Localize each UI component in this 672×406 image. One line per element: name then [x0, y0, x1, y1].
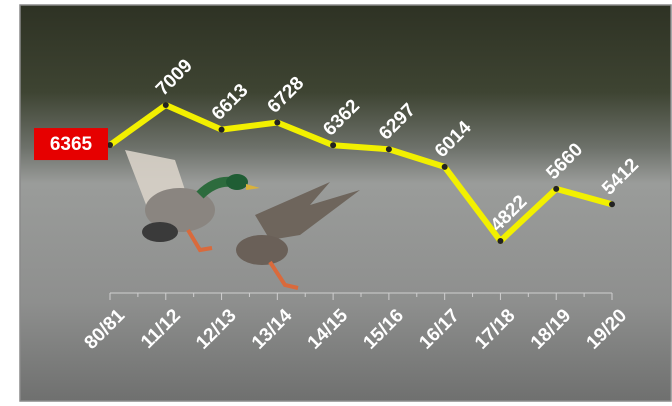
data-point	[497, 238, 504, 244]
background-photo	[19, 4, 672, 402]
data-point	[553, 185, 560, 192]
duck-illustration	[125, 150, 360, 290]
data-point	[218, 126, 225, 133]
data-point	[162, 102, 169, 108]
data-point	[330, 142, 337, 149]
value-label: 6365	[50, 134, 93, 155]
value-label-box	[34, 128, 108, 161]
data-point	[385, 146, 392, 153]
data-line	[108, 102, 613, 244]
data-point	[441, 163, 448, 170]
data-point	[107, 142, 113, 149]
data-point	[274, 119, 281, 126]
data-point	[609, 201, 615, 208]
